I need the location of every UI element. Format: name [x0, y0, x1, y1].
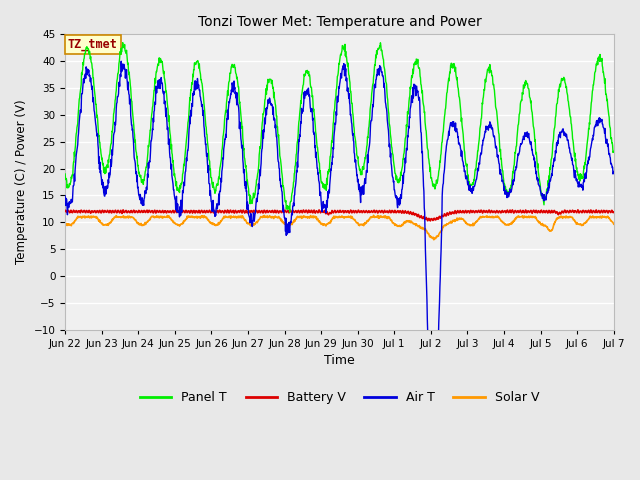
Text: TZ_tmet: TZ_tmet	[68, 38, 118, 51]
Air T	[425, 368, 433, 374]
Panel T	[170, 173, 178, 179]
Solar V	[183, 213, 191, 219]
Air T	[117, 59, 125, 64]
Battery V	[424, 216, 432, 222]
Line: Air T: Air T	[65, 61, 614, 449]
Panel T	[545, 179, 553, 184]
Solar V	[430, 237, 438, 242]
Battery V	[497, 209, 504, 215]
Solar V	[244, 220, 252, 226]
Panel T	[497, 156, 505, 162]
Solar V	[370, 213, 378, 218]
Air T	[61, 193, 69, 199]
Air T	[245, 213, 253, 218]
Battery V	[244, 208, 252, 214]
Panel T	[184, 126, 191, 132]
Solar V	[425, 231, 433, 237]
Y-axis label: Temperature (C) / Power (V): Temperature (C) / Power (V)	[15, 100, 28, 264]
Air T	[497, 171, 505, 177]
Line: Battery V: Battery V	[65, 210, 614, 221]
Battery V	[574, 207, 582, 213]
Title: Tonzi Tower Met: Temperature and Power: Tonzi Tower Met: Temperature and Power	[198, 15, 481, 29]
Air T	[184, 147, 191, 153]
Solar V	[497, 218, 505, 224]
Air T	[545, 185, 553, 191]
Solar V	[170, 220, 178, 226]
X-axis label: Time: Time	[324, 354, 355, 367]
Air T	[610, 168, 618, 174]
Air T	[170, 192, 178, 197]
Solar V	[545, 228, 553, 234]
Battery V	[170, 210, 178, 216]
Battery V	[61, 208, 69, 214]
Battery V	[545, 207, 553, 213]
Line: Panel T: Panel T	[65, 43, 614, 212]
Panel T	[119, 40, 127, 46]
Panel T	[286, 209, 294, 215]
Panel T	[426, 160, 433, 166]
Air T	[429, 446, 437, 452]
Panel T	[61, 171, 69, 177]
Solar V	[61, 220, 69, 226]
Line: Solar V: Solar V	[65, 216, 614, 240]
Battery V	[610, 209, 618, 215]
Legend: Panel T, Battery V, Air T, Solar V: Panel T, Battery V, Air T, Solar V	[135, 386, 544, 409]
Panel T	[610, 149, 618, 155]
Battery V	[183, 210, 191, 216]
Battery V	[426, 218, 434, 224]
Solar V	[610, 221, 618, 227]
Panel T	[245, 192, 253, 198]
